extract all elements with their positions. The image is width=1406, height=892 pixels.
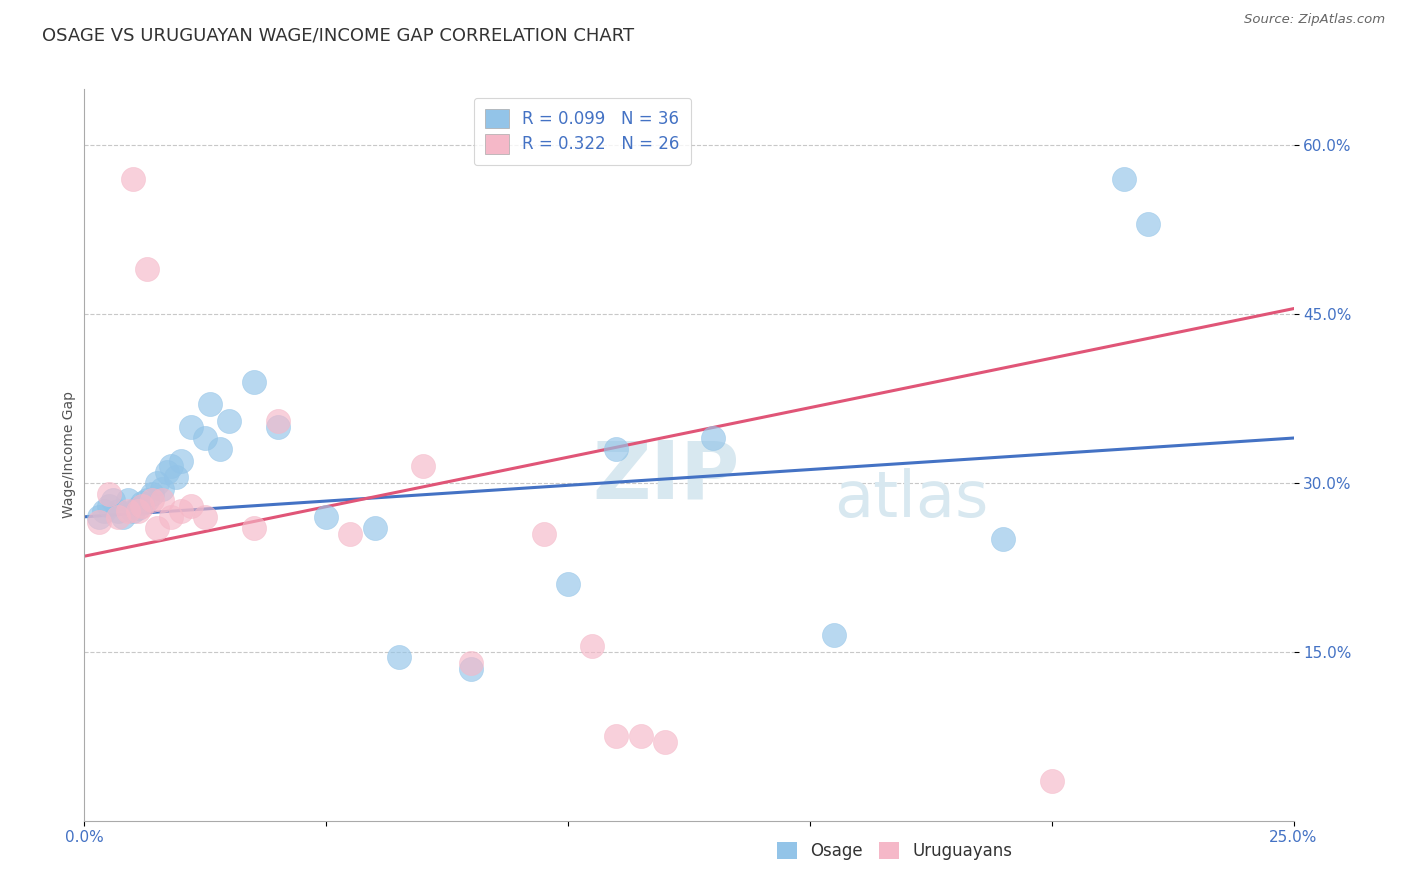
Point [1114, 172, 1136, 186]
Point [702, 431, 724, 445]
Point [242, 521, 264, 535]
Point [160, 459, 183, 474]
Point [127, 504, 149, 518]
Point [823, 628, 845, 642]
Point [170, 504, 193, 518]
Point [121, 172, 143, 186]
Point [267, 419, 290, 434]
Point [605, 729, 627, 743]
Point [388, 650, 411, 665]
Point [242, 375, 264, 389]
Point [605, 442, 627, 457]
Point [194, 509, 217, 524]
Point [208, 442, 231, 457]
Point [97, 487, 120, 501]
Point [1137, 217, 1160, 231]
Point [412, 459, 434, 474]
Point [180, 499, 202, 513]
Point [170, 453, 193, 467]
Point [160, 509, 183, 524]
Point [103, 492, 125, 507]
Point [117, 492, 139, 507]
Point [97, 499, 120, 513]
Point [131, 496, 153, 510]
Point [557, 577, 579, 591]
Point [121, 504, 143, 518]
Point [267, 414, 290, 428]
Point [150, 492, 173, 507]
Point [1040, 774, 1063, 789]
Point [533, 526, 555, 541]
Y-axis label: Wage/Income Gap: Wage/Income Gap [62, 392, 76, 518]
Point [127, 500, 149, 515]
Text: ZIP: ZIP [592, 438, 740, 516]
Point [136, 262, 159, 277]
Point [150, 482, 173, 496]
Point [180, 419, 202, 434]
Point [141, 487, 163, 501]
Point [315, 509, 337, 524]
Point [117, 504, 139, 518]
Point [165, 470, 187, 484]
Point [194, 431, 217, 445]
Point [141, 492, 163, 507]
Point [155, 465, 177, 479]
Point [198, 397, 221, 411]
Point [630, 729, 652, 743]
Point [218, 414, 240, 428]
Point [460, 656, 482, 670]
Point [107, 509, 129, 524]
Point [146, 476, 169, 491]
Point [93, 504, 115, 518]
Legend: Osage, Uruguayans: Osage, Uruguayans [770, 836, 1019, 867]
Text: Source: ZipAtlas.com: Source: ZipAtlas.com [1244, 13, 1385, 27]
Point [460, 662, 482, 676]
Point [112, 509, 135, 524]
Point [87, 516, 110, 530]
Point [339, 526, 361, 541]
Point [136, 492, 159, 507]
Point [654, 735, 676, 749]
Point [581, 639, 603, 653]
Point [107, 504, 129, 518]
Point [131, 499, 153, 513]
Text: atlas: atlas [834, 467, 988, 530]
Point [146, 521, 169, 535]
Text: OSAGE VS URUGUAYAN WAGE/INCOME GAP CORRELATION CHART: OSAGE VS URUGUAYAN WAGE/INCOME GAP CORRE… [42, 27, 634, 45]
Point [87, 509, 110, 524]
Point [363, 521, 385, 535]
Point [993, 533, 1015, 547]
